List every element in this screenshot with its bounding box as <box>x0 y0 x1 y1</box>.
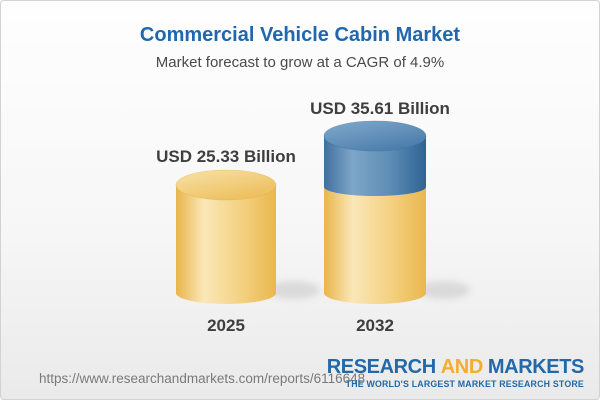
cylinder-shadow-2032 <box>418 281 470 299</box>
year-label-2032: 2032 <box>356 316 394 335</box>
logo-tagline: THE WORLD'S LARGEST MARKET RESEARCH STOR… <box>345 379 584 389</box>
logo-word-markets: MARKETS <box>487 356 584 378</box>
year-label-2025: 2025 <box>207 316 245 335</box>
segment-base-2032 <box>324 187 426 304</box>
logo-wordmark: RESEARCH AND MARKETS <box>326 356 585 378</box>
segment-growth-2032 <box>324 136 426 196</box>
cylinder-2025 <box>175 169 277 304</box>
page-subtitle: Market forecast to grow at a CAGR of 4.9… <box>155 54 445 71</box>
cylinder-2032 <box>323 120 427 304</box>
report-url: https://www.researchandmarkets.com/repor… <box>39 371 366 386</box>
logo-word-research: RESEARCH <box>326 356 436 378</box>
cylinder-shadow-2025 <box>268 281 320 299</box>
value-label-2025: USD 25.33 Billion <box>156 147 296 166</box>
logo-word-and: AND <box>440 356 484 378</box>
value-label-2032: USD 35.61 Billion <box>310 99 450 118</box>
research-and-markets-logo: RESEARCH AND MARKETS THE WORLD'S LARGEST M… <box>326 356 585 389</box>
page-title: Commercial Vehicle Cabin Market <box>139 24 461 46</box>
